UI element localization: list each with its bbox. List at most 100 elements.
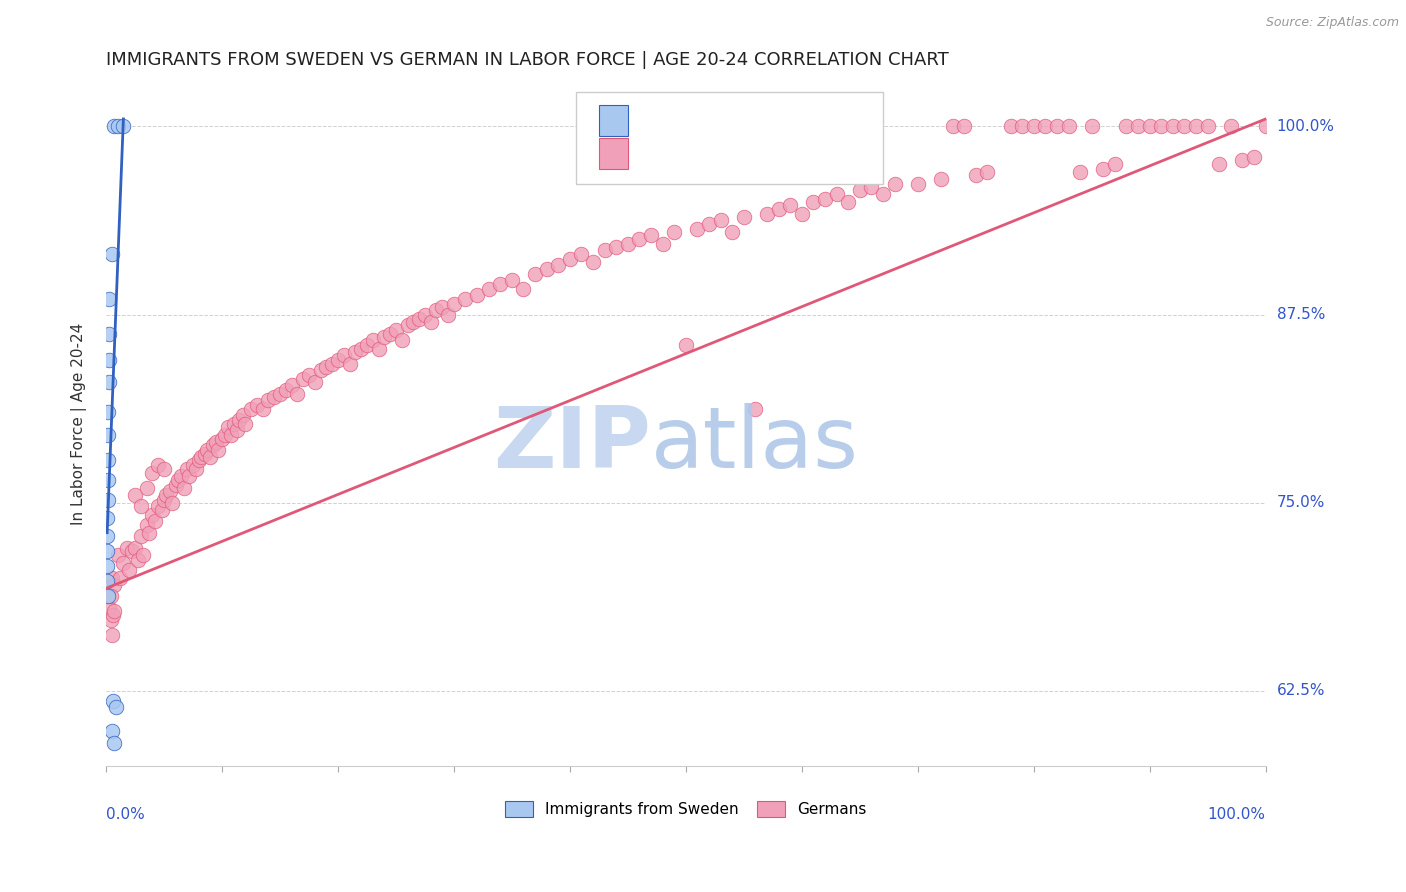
Point [96, 543, 118, 558]
Text: 0.0%: 0.0% [105, 807, 145, 822]
Point [710, 212, 733, 227]
Point [239, 402, 262, 417]
Point [124, 488, 146, 502]
Point [150, 503, 173, 517]
Point [153, 492, 176, 507]
Point [1069, 164, 1091, 178]
Point [571, 247, 593, 261]
Point [165, 477, 187, 491]
Y-axis label: In Labor Force | Age 20-24: In Labor Force | Age 20-24 [72, 323, 87, 524]
Point [373, 330, 395, 344]
Point [219, 428, 242, 442]
Point [437, 308, 460, 322]
Point [274, 383, 297, 397]
Point [141, 466, 163, 480]
Point [814, 192, 837, 206]
Point [280, 378, 302, 392]
Point [190, 450, 212, 465]
Point [207, 442, 229, 457]
FancyBboxPatch shape [599, 138, 628, 169]
Point [97, 428, 120, 442]
Point [1173, 120, 1195, 134]
Point [135, 481, 157, 495]
Point [860, 179, 883, 194]
Point [132, 548, 155, 562]
Point [155, 488, 177, 502]
Point [378, 327, 401, 342]
Point [97, 405, 120, 419]
Point [1092, 161, 1115, 176]
Point [976, 164, 998, 178]
Point [226, 423, 249, 437]
Point [246, 398, 269, 412]
Text: N =: N = [747, 112, 786, 129]
Point [98, 293, 121, 307]
Point [167, 473, 190, 487]
Point [101, 724, 124, 739]
Point [233, 417, 256, 432]
Point [1185, 120, 1208, 134]
Point [127, 553, 149, 567]
Point [425, 303, 447, 318]
Point [98, 376, 121, 390]
Point [848, 183, 870, 197]
Point [252, 402, 274, 417]
Point [96, 529, 118, 543]
Point [664, 225, 686, 239]
Text: 0.467: 0.467 [686, 112, 742, 129]
Point [101, 247, 124, 261]
Text: 100.0%: 100.0% [1277, 119, 1334, 134]
Text: 87.5%: 87.5% [1277, 307, 1324, 322]
Point [257, 393, 280, 408]
Point [1161, 120, 1184, 134]
Point [721, 225, 744, 239]
Point [965, 168, 987, 182]
Point [97, 589, 120, 603]
Point [558, 252, 581, 266]
Point [929, 172, 952, 186]
Point [112, 556, 135, 570]
Point [321, 357, 343, 371]
Point [953, 120, 976, 134]
Point [489, 277, 512, 292]
Point [756, 207, 779, 221]
Point [285, 387, 308, 401]
Point [872, 187, 894, 202]
Point [228, 413, 250, 427]
Point [97, 473, 120, 487]
Text: atlas: atlas [651, 402, 859, 485]
Point [367, 342, 389, 356]
Point [582, 255, 605, 269]
Point [1139, 120, 1161, 134]
Point [138, 525, 160, 540]
Text: ZIP: ZIP [494, 402, 651, 485]
Point [115, 541, 138, 555]
Point [176, 462, 198, 476]
Point [214, 428, 236, 442]
Point [408, 312, 430, 326]
Point [96, 574, 118, 588]
Text: IMMIGRANTS FROM SWEDEN VS GERMAN IN LABOR FORCE | AGE 20-24 CORRELATION CHART: IMMIGRANTS FROM SWEDEN VS GERMAN IN LABO… [105, 51, 949, 69]
Point [391, 333, 413, 347]
Point [153, 462, 176, 476]
Point [1254, 120, 1277, 134]
Point [883, 177, 905, 191]
Point [129, 529, 152, 543]
Point [103, 120, 125, 134]
Point [1000, 120, 1022, 134]
Text: 0.924: 0.924 [686, 145, 742, 162]
Point [97, 492, 120, 507]
Point [103, 578, 125, 592]
Point [304, 376, 326, 390]
Point [98, 327, 121, 342]
Point [201, 438, 224, 452]
FancyBboxPatch shape [599, 105, 628, 136]
Point [1219, 120, 1241, 134]
Point [135, 518, 157, 533]
Point [101, 694, 124, 708]
Text: R =: R = [643, 112, 682, 129]
Point [101, 628, 124, 642]
Point [675, 337, 697, 351]
Point [107, 120, 129, 134]
Point [768, 202, 790, 217]
